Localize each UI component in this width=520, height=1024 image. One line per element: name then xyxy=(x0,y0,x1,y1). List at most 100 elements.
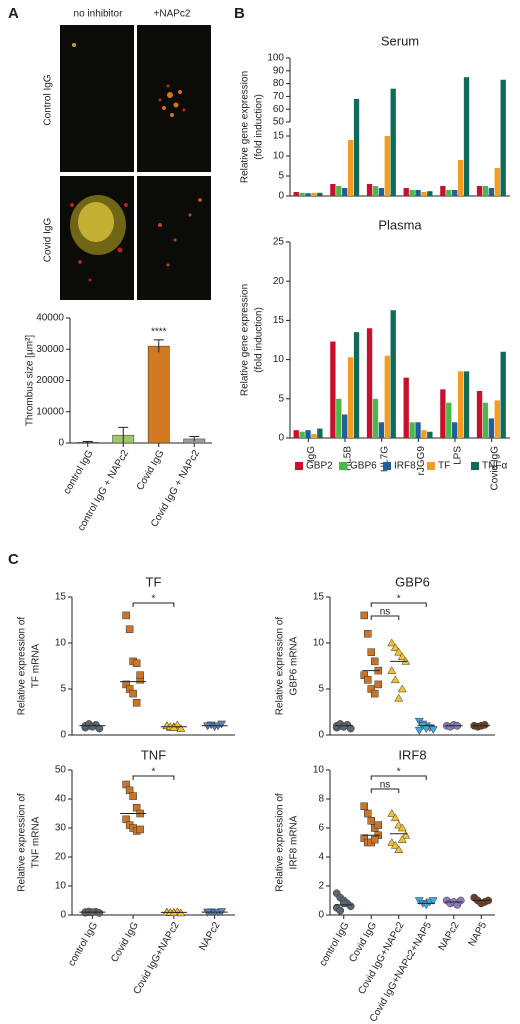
y-tick-label: 70 xyxy=(273,91,285,102)
bar xyxy=(390,88,396,196)
bar xyxy=(390,310,396,438)
point xyxy=(397,823,407,832)
y-axis-label: (fold induction) xyxy=(254,307,265,373)
point xyxy=(176,724,186,732)
y-tick-label: 5 xyxy=(60,684,66,695)
point xyxy=(371,657,379,666)
bar xyxy=(366,184,373,196)
bar xyxy=(299,192,305,196)
y-tick-label: 80 xyxy=(273,78,285,89)
bar xyxy=(305,193,311,196)
point xyxy=(339,899,348,908)
y-tick-label: 2 xyxy=(318,881,324,892)
y-tick-label: 50 xyxy=(273,117,285,128)
bar xyxy=(372,398,379,438)
point xyxy=(394,693,404,702)
bar xyxy=(415,422,421,438)
legend-label: GBP2 xyxy=(306,461,333,472)
point xyxy=(364,676,372,684)
bar xyxy=(330,341,336,438)
point xyxy=(387,808,397,817)
bar xyxy=(305,430,311,438)
y-tick-label: 6 xyxy=(318,823,324,834)
point xyxy=(397,684,407,693)
bar xyxy=(427,431,433,438)
point xyxy=(390,675,400,684)
y-axis-label: (fold induction) xyxy=(254,94,265,160)
significance-bracket xyxy=(132,775,175,780)
significance-bracket xyxy=(370,615,400,620)
y-tick-label: 15 xyxy=(273,131,285,142)
legend-swatch xyxy=(295,462,303,470)
bar xyxy=(494,168,500,196)
point xyxy=(394,845,404,853)
bar xyxy=(342,188,348,196)
panel-label: B xyxy=(234,5,245,22)
bar xyxy=(336,398,342,438)
image-column-label: no inhibitor xyxy=(74,9,124,20)
point xyxy=(428,897,438,906)
y-tick-label: 8 xyxy=(318,794,324,805)
point xyxy=(122,611,130,620)
y-tick-label: 0 xyxy=(278,433,284,444)
y-axis-label: GBP6 mRNA xyxy=(289,636,300,695)
bar xyxy=(342,414,348,438)
bar xyxy=(317,192,323,196)
legend-label: IRF8 xyxy=(394,461,416,472)
y-tick-label: 15 xyxy=(55,592,67,603)
y-tick-label: 20000 xyxy=(36,375,64,386)
y-tick-label: 25 xyxy=(273,237,285,248)
bar xyxy=(347,140,354,196)
bar xyxy=(482,402,489,438)
image-row-label: Covid IgG xyxy=(43,218,54,263)
chart-title: Plasma xyxy=(378,217,422,232)
bar xyxy=(488,188,495,196)
chart-title: GBP6 xyxy=(395,574,430,589)
x-tick-label: HL5B xyxy=(343,446,354,471)
y-tick-label: 15 xyxy=(313,592,325,603)
x-tick-label: Covid IgG+NAPc2 xyxy=(132,920,182,996)
bar xyxy=(366,328,373,438)
y-tick-label: 10 xyxy=(273,151,285,162)
annotation: **** xyxy=(151,327,167,338)
y-tick-label: 0 xyxy=(318,730,324,741)
y-axis-label: TNF mRNA xyxy=(31,816,42,868)
bar xyxy=(311,434,317,438)
significance-bracket xyxy=(370,788,400,793)
bar xyxy=(147,345,170,444)
micrographs xyxy=(60,25,211,300)
bar xyxy=(482,186,489,196)
point xyxy=(371,835,379,844)
bar xyxy=(452,190,458,196)
bar xyxy=(336,186,342,196)
point xyxy=(95,724,104,733)
point xyxy=(136,671,144,679)
y-tick-label: 15 xyxy=(273,315,285,326)
bar xyxy=(415,190,421,196)
bar xyxy=(293,430,299,438)
legend-swatch xyxy=(339,462,347,470)
point xyxy=(414,727,424,735)
significance-label: * xyxy=(152,767,156,778)
bar xyxy=(330,184,336,196)
x-tick-label: Covid IgG xyxy=(489,446,500,491)
y-axis-label: Relative expression of xyxy=(275,617,286,716)
point xyxy=(336,906,345,915)
bar xyxy=(500,351,506,438)
y-tick-label: 0 xyxy=(58,438,64,449)
y-tick-label: 5 xyxy=(318,684,324,695)
bar xyxy=(299,431,305,438)
y-axis-label: Relative expression of xyxy=(17,617,28,716)
point xyxy=(136,825,144,834)
y-axis-label: Relative gene expression xyxy=(240,71,251,183)
y-tick-label: 20 xyxy=(55,852,67,863)
y-tick-label: 10 xyxy=(55,638,67,649)
y-tick-label: 30 xyxy=(55,823,67,834)
image-row-label: Control IgG xyxy=(43,74,54,125)
significance-label: * xyxy=(152,594,156,605)
y-tick-label: 10 xyxy=(273,354,285,365)
bar xyxy=(353,332,360,438)
x-tick-label: NAPc2 xyxy=(437,920,462,953)
y-tick-label: 20 xyxy=(273,276,285,287)
